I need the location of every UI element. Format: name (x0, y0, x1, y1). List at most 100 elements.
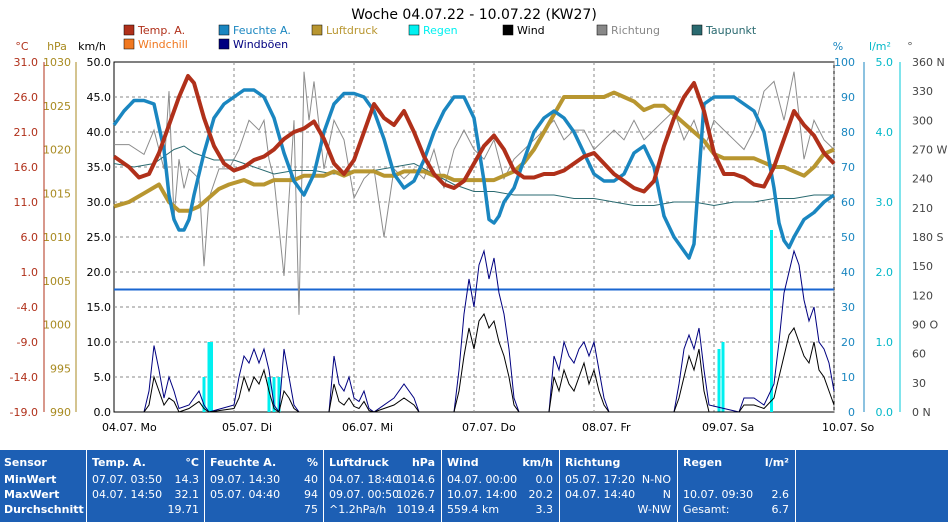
pressure-tick-label: 1010 (43, 231, 71, 244)
rain-bar (207, 342, 211, 412)
stats-temp-unit: °C (185, 456, 199, 469)
wind-tick-label: 5.0 (94, 371, 112, 384)
temp-tick-label: 26.0 (14, 91, 39, 104)
legend-label: Temp. A. (137, 24, 185, 37)
wind-tick-label: 20.0 (87, 266, 112, 279)
humidity-tick-label: 90 (841, 91, 855, 104)
x-tick-label: 08.07. Fr (582, 421, 631, 434)
stats-wind-max-time: 10.07. 14:00 (447, 488, 518, 501)
rain-tick-label: 4.0 (876, 126, 894, 139)
stats-sensor-header: Sensor (4, 456, 47, 469)
legend-swatch (596, 24, 608, 36)
wind-tick-label: 30.0 (87, 196, 112, 209)
legend-label: Wind (517, 24, 545, 37)
stats-temp-min-value: 14.3 (174, 473, 200, 486)
stats-humidity-header: Feuchte A. (210, 456, 277, 469)
stats-rain-max-value: 2.6 (771, 488, 790, 501)
series-direction (114, 71, 835, 315)
stats-rain-header: Regen (683, 456, 723, 469)
stats-temp-max-value: 32.1 (174, 488, 200, 501)
chart-title: Woche 04.07.22 - 10.07.22 (KW27) (351, 7, 597, 23)
stats-pressure-min-time: 04.07. 18:40 (329, 473, 400, 486)
rain-bar (717, 349, 721, 412)
stats-humidity-min-value: 40 (304, 473, 318, 486)
pressure-tick-label: 1000 (43, 319, 71, 332)
stats-pressure-header: Luftdruck (329, 456, 389, 469)
pressure-tick-label: 990 (50, 406, 71, 419)
stats-separator (204, 450, 205, 522)
rain-bar (267, 377, 271, 412)
stats-direction-header: Richtung (565, 456, 621, 469)
series-wind (114, 312, 835, 413)
rain-axis-unit: l/m² (869, 40, 891, 53)
rain-bar (277, 377, 281, 412)
stats-humidity-avg-value: 75 (304, 503, 318, 516)
stats-pressure-avg-value: 1019.4 (396, 503, 436, 516)
temp-tick-label: -14.0 (10, 371, 38, 384)
stats-separator (323, 450, 324, 522)
stats-wind-header: Wind (447, 456, 479, 469)
stats-rain-total-value: 6.7 (771, 503, 790, 516)
legend-label: Regen (423, 24, 458, 37)
temp-tick-label: 1.0 (21, 266, 39, 279)
stats-temp-max-time: 04.07. 14:50 (92, 488, 163, 501)
stats-humidity-min-time: 09.07. 14:30 (210, 473, 281, 486)
stats-temp: Temp. A. °C 07.07. 03:50 14.3 04.07. 14:50… (88, 454, 203, 520)
temp-tick-label: -4.0 (17, 301, 38, 314)
direction-tick-label: 210 (912, 202, 933, 215)
wind-tick-label: 35.0 (87, 161, 112, 174)
stats-pressure-min-value: 1014.6 (396, 473, 436, 486)
legend-label: Windchill (138, 38, 188, 51)
pressure-tick-label: 1005 (43, 275, 71, 288)
temp-tick-label: 6.0 (21, 231, 39, 244)
stats-pressure-trend: ^1.2hPa/h (329, 503, 387, 516)
stats-wind-min-value: 0.0 (535, 473, 554, 486)
stats-humidity-max-value: 94 (304, 488, 318, 501)
humidity-tick-label: 80 (841, 126, 855, 139)
x-tick-label: 07.07. Do (462, 421, 516, 434)
stats-direction-min-time: 05.07. 17:20 (565, 473, 636, 486)
legend-swatch (408, 24, 420, 36)
series-gust (114, 249, 835, 414)
pressure-tick-label: 1015 (43, 187, 71, 200)
statistics-table: Sensor MinWert MaxWert Durchschnitt Temp… (0, 450, 948, 522)
legend-swatch (502, 24, 514, 36)
stats-direction-max-time: 04.07. 14:40 (565, 488, 636, 501)
legend-swatch (123, 24, 135, 36)
stats-wind-max-value: 20.2 (528, 488, 554, 501)
wind-tick-label: 10.0 (87, 336, 112, 349)
rain-bar (272, 377, 276, 412)
stats-humidity-unit: % (306, 456, 318, 469)
legend-label: Richtung (611, 24, 660, 37)
rain-tick-label: 0.0 (876, 406, 894, 419)
x-tick-label: 09.07. Sa (702, 421, 754, 434)
legend-label: Luftdruck (326, 24, 378, 37)
wind-tick-label: 45.0 (87, 91, 112, 104)
direction-tick-label: 120 (912, 289, 933, 302)
temp-tick-label: 16.0 (14, 161, 39, 174)
rain-tick-label: 2.0 (876, 266, 894, 279)
humidity-tick-label: 20 (841, 336, 855, 349)
pressure-tick-label: 995 (50, 362, 71, 375)
legend-swatch (691, 24, 703, 36)
axes: °C hPa km/h% l/m² ° 31.0 26.0 21.0 16.0 11.0 6.0 1.… (10, 40, 948, 434)
direction-tick-label: 180 S (912, 231, 943, 244)
stats-rain-unit: l/m² (764, 456, 789, 469)
humidity-axis-unit: % (833, 40, 843, 53)
humidity-tick-label: 60 (841, 196, 855, 209)
stats-temp-header: Temp. A. (92, 456, 146, 469)
direction-tick-label: 330 (912, 85, 933, 98)
stats-separator (795, 450, 796, 522)
temp-tick-label: 21.0 (14, 126, 39, 139)
direction-tick-label: 90 O (912, 319, 938, 332)
stats-separator (86, 450, 87, 522)
temp-tick-label: 31.0 (14, 56, 39, 69)
series-humidity (112, 88, 836, 260)
rain-bar (770, 230, 773, 412)
temp-tick-label: 11.0 (14, 196, 39, 209)
stats-wind-distance: 559.4 km (447, 503, 500, 516)
rain-tick-label: 1.0 (876, 336, 894, 349)
stats-wind-avg-value: 3.3 (535, 503, 554, 516)
stats-pressure-max-value: 1026.7 (396, 488, 436, 501)
x-tick-label: 10.07. So (822, 421, 874, 434)
